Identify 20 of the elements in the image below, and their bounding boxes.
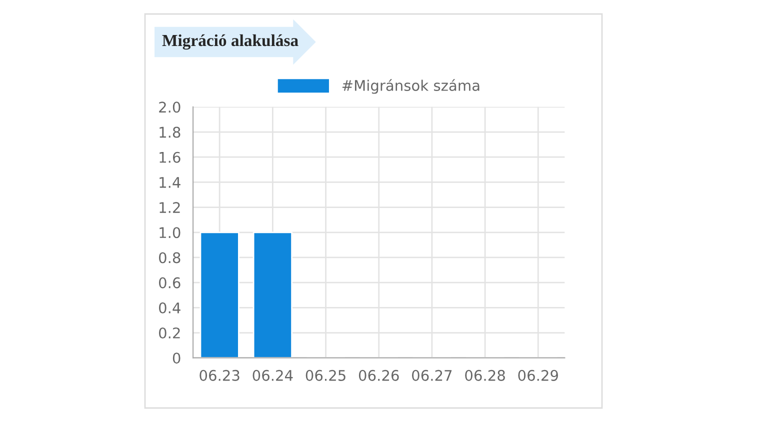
legend-label: #Migránsok száma [342, 79, 480, 94]
y-tick-label: 0.2 [159, 327, 180, 339]
x-tick-label: 06.24 [252, 370, 293, 381]
x-tick-label: 06.25 [306, 370, 346, 381]
y-tick-label: 1.0 [160, 227, 180, 238]
y-tick-label: 0 [172, 352, 180, 364]
y-tick-label: 1.2 [160, 202, 180, 213]
x-tick-label: 06.23 [200, 370, 240, 381]
x-tick-label: 06.29 [518, 370, 558, 381]
x-tick-label: 06.28 [465, 370, 505, 381]
y-tick-label: 2.0 [159, 102, 180, 113]
x-tick-label: 06.26 [358, 370, 399, 381]
x-tick-label: 06.27 [412, 370, 452, 381]
y-tick-label: 0.6 [159, 277, 180, 288]
y-tick-label: 0.4 [159, 302, 180, 314]
y-tick-label: 1.4 [160, 177, 180, 188]
chart-title: Migráció alakulása [162, 34, 298, 50]
y-tick-label: 1.6 [160, 152, 180, 163]
y-tick-label: 0.8 [159, 252, 180, 264]
y-tick-label: 1.8 [160, 126, 180, 138]
